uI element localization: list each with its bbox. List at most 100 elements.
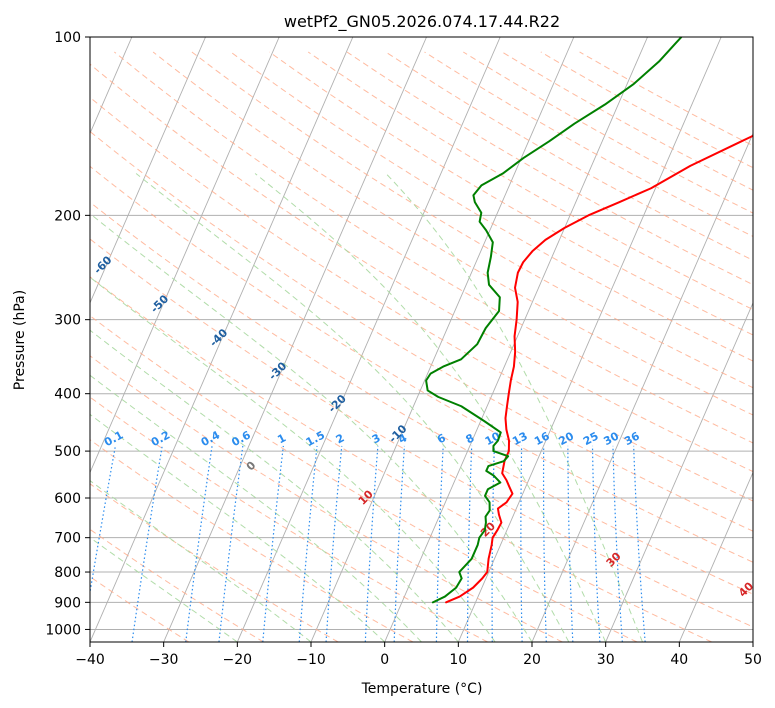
mixing-ratio-label: 30: [601, 429, 621, 448]
mixing-ratio-line: [364, 445, 379, 642]
dry-adiabat: [90, 165, 753, 563]
isotherm-line: [0, 37, 58, 642]
mixing-ratio-label: 0.2: [149, 428, 172, 449]
dry-adiabat: [463, 51, 753, 214]
mixing-ratio-line: [393, 445, 406, 642]
dry-adiabat: [307, 51, 753, 311]
isotherm-label: -50: [148, 292, 171, 315]
y-tick-label: 400: [54, 387, 81, 403]
y-axis-label: Pressure (hPa): [12, 290, 28, 390]
grid-layer: [0, 37, 753, 642]
temperature-profile-line: [445, 134, 753, 604]
x-tick-label: 50: [744, 652, 762, 668]
isotherm-line: [236, 37, 501, 642]
moist-adiabat: [254, 173, 607, 642]
y-tick-label: 700: [54, 531, 81, 547]
dry-adiabat: [269, 51, 753, 336]
dry-adiabat: [90, 315, 638, 642]
mixing-ratio-label: 0.1: [102, 428, 125, 449]
x-tick-label: −20: [223, 652, 253, 668]
mixing-ratio-label: 8: [464, 431, 477, 446]
x-tick-label: 40: [670, 652, 688, 668]
dry-adiabat: [90, 238, 753, 628]
y-tick-label: 300: [54, 313, 81, 329]
x-tick-label: 20: [523, 652, 541, 668]
mixing-ratio-label: 20: [556, 429, 576, 448]
dry-adiabat-label: 30: [604, 549, 624, 569]
mixing-ratio-label: 1.5: [304, 428, 327, 449]
isotherm-line: [90, 37, 206, 305]
isotherm-label: -20: [326, 392, 349, 415]
dry-adiabat: [346, 51, 753, 286]
mixing-ratio-line: [298, 445, 318, 642]
tick-layer: −40 −30 −20 −10 0 10 20 30 40 5010009008007006005…: [45, 30, 762, 668]
isopleth-labels: 0.10.20.40.611.52346810131620253036-100-…: [91, 253, 753, 599]
isotherm-line: [678, 471, 753, 642]
y-tick-label: 200: [54, 208, 81, 224]
x-tick-label: 10: [449, 652, 467, 668]
moist-adiabat: [90, 413, 386, 642]
mixing-ratio-line: [131, 445, 163, 642]
x-tick-label: −30: [149, 652, 179, 668]
dry-adiabat: [90, 396, 488, 642]
isotherm-line: [90, 37, 354, 642]
dry-adiabat: [191, 51, 753, 389]
dry-adiabat: [90, 276, 712, 642]
isotherm-line: [384, 37, 648, 642]
y-tick-label: 500: [54, 444, 81, 460]
mixing-ratio-label: 25: [581, 429, 601, 448]
isotherm-line: [605, 301, 753, 642]
mixing-ratio-line: [185, 445, 213, 642]
dry-adiabat: [90, 201, 753, 595]
isotherm-label: -40: [207, 326, 230, 349]
moist-adiabat: [90, 374, 422, 642]
dry-adiabat-label: 0: [244, 458, 259, 473]
dry-adiabat: [424, 51, 753, 238]
dry-adiabat-label: 10: [356, 487, 376, 507]
y-tick-label: 100: [54, 30, 81, 46]
x-tick-label: 0: [380, 652, 389, 668]
mixing-ratio-line: [542, 445, 547, 642]
dry-adiabat: [90, 355, 563, 642]
x-tick-label: 30: [597, 652, 615, 668]
dry-adiabat: [540, 51, 753, 169]
isotherm-label: -60: [91, 253, 114, 276]
x-tick-label: −10: [296, 652, 326, 668]
plot-frame: [89, 36, 754, 643]
moist-adiabat: [385, 173, 643, 642]
y-tick-label: 600: [54, 491, 81, 507]
isotherm-line: [457, 37, 722, 642]
dry-adiabat: [90, 483, 339, 642]
mixing-ratio-line: [633, 445, 646, 642]
dry-adiabat: [579, 51, 753, 147]
mixing-ratio-label: 36: [622, 429, 642, 448]
mixing-ratio-line: [612, 445, 623, 642]
mixing-ratio-label: 13: [510, 429, 530, 448]
mixing-ratio-line: [325, 445, 343, 642]
series-layer: [425, 37, 753, 604]
moist-adiabat: [90, 480, 312, 642]
mixing-ratio-line: [520, 445, 523, 642]
mixing-ratio-line: [591, 445, 601, 642]
dry-adiabat: [90, 439, 414, 642]
isotherm-label: -30: [266, 359, 289, 382]
dry-adiabat: [230, 51, 753, 362]
mixing-ratio-line: [567, 445, 574, 642]
dry-adiabat: [152, 51, 753, 416]
isotherm-line: [752, 640, 753, 642]
mixing-ratio-line: [435, 445, 444, 642]
dry-adiabat: [90, 96, 753, 502]
x-axis-label: Temperature (°C): [361, 681, 483, 697]
mixing-ratio-line: [262, 445, 284, 642]
chart-title: wetPf2_GN05.2026.074.17.44.R22: [284, 12, 560, 32]
background-lines: [90, 51, 753, 642]
isotherm-line: [90, 37, 280, 474]
y-tick-label: 900: [54, 595, 81, 611]
mixing-ratio-label: 1: [275, 431, 288, 446]
mixing-ratio-label: 10: [483, 429, 503, 448]
y-tick-label: 1000: [45, 622, 81, 638]
mixing-ratio-line: [218, 445, 244, 642]
moist-adiabat: [90, 212, 533, 642]
mixing-ratio-label: 3: [370, 431, 383, 446]
